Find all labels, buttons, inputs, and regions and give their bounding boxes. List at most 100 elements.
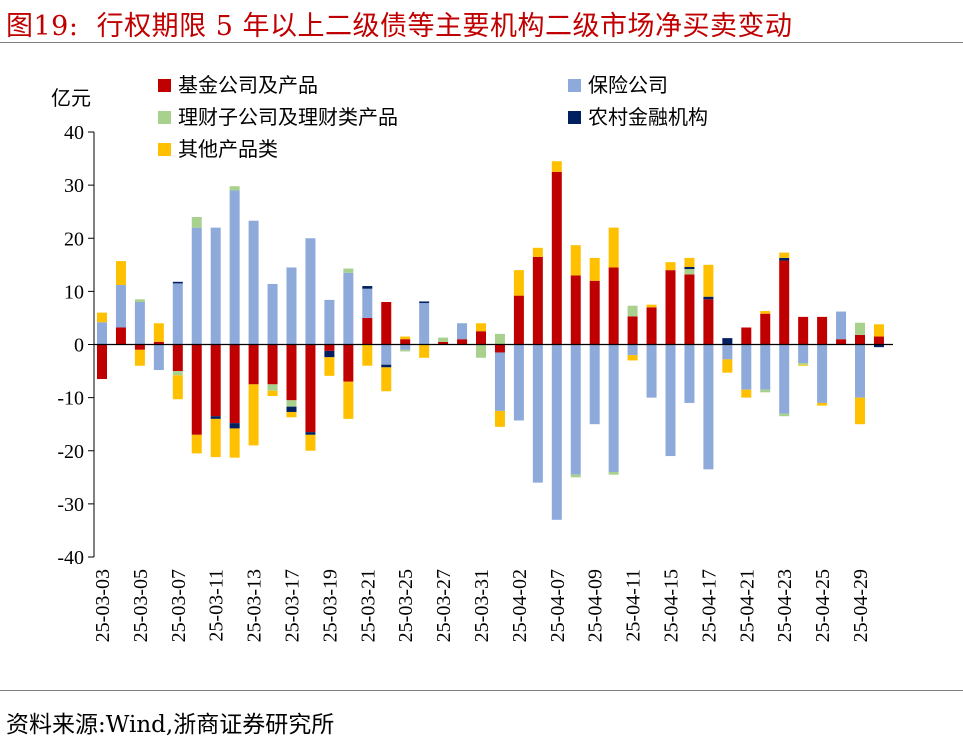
bar-segment [836,339,847,345]
y-tick-label: -40 [57,547,84,569]
bar-segment [248,220,259,345]
bar-segment [513,270,524,296]
bar-segment [381,344,392,365]
bar-segment [627,316,638,345]
bar-segment [627,355,638,361]
bar-segment [324,344,335,351]
bar-segment [684,274,695,345]
bar-segment [286,411,297,418]
bar-segment [115,327,126,345]
bar-segment [115,285,126,328]
x-tick-label: 25-03-07 [168,569,190,642]
y-tick-label: -10 [57,388,84,410]
bar-segment [608,344,619,472]
legend-label-3: 农村金融机构 [588,105,708,129]
bar-segment [97,322,107,345]
bar-segment [703,344,714,470]
x-tick-label: 25-03-13 [244,569,266,642]
bar-segment [646,307,657,345]
bar-segment [665,344,676,457]
bar-segment [570,275,581,345]
bar-segment [172,344,183,372]
bar-segment [172,375,183,400]
bar-segment [779,252,790,258]
bar-segment [532,247,543,257]
bar-segment [684,257,695,267]
legend-swatch-1 [568,79,581,92]
bar-segment [855,322,865,335]
bar-segment [476,323,486,332]
bar-segment [817,344,828,403]
bar-segment [836,311,847,340]
bar-segment [684,344,695,403]
bar-segment [646,344,657,398]
title-divider [0,42,963,43]
bar-segment [760,344,771,390]
bar-segment [760,313,771,345]
bar-segment [97,344,107,380]
bar-segment [191,227,202,345]
x-tick-label: 25-03-05 [130,569,152,642]
y-tick-label: -20 [57,441,84,463]
bar-segment [134,302,145,345]
bar-segment [229,344,240,424]
bar-segment [419,303,430,345]
bar-segment [513,295,524,345]
bar-segment [267,384,278,391]
bar-segment [191,344,202,435]
x-tick-label: 25-03-21 [357,569,379,642]
x-tick-label: 25-04-25 [812,569,834,642]
bar-segment [172,281,183,284]
bar-segment [286,267,297,345]
bar-segment [873,324,884,337]
bar-segment [608,267,619,345]
bar-segment [494,333,505,345]
bar-segment [229,186,240,191]
y-axis: 40 30 20 10 0 -10 -20 -30 -40 [57,122,95,569]
bar-segment [362,344,373,366]
bar-segment [476,344,486,358]
bar-segment [286,406,297,412]
bar-segment [305,432,316,435]
bar-segment [722,338,733,345]
bar-segment [873,344,884,348]
x-tick-label: 25-04-29 [850,569,872,642]
bar-segment [210,416,221,419]
bar-segment [760,389,771,393]
bar-segment [286,344,297,401]
bar-segment [551,171,562,345]
bar-segment [779,257,790,261]
figure-title-text: 行权期限 5 年以上二级债等主要机构二级市场净买卖变动 [96,11,793,42]
bar-segment [343,272,354,345]
bar-segment [400,344,411,350]
bar-segment [703,264,714,297]
bar-segment [210,227,221,345]
bar-segment [646,304,657,308]
figure-title: 图19: 行权期限 5 年以上二级债等主要机构二级市场净买卖变动 [6,4,792,43]
bar-segment [722,344,733,360]
x-tick-label: 25-03-19 [319,569,341,642]
x-tick-label: 25-04-21 [736,569,758,642]
bar-segment [798,363,809,365]
bar-segment [191,217,202,228]
bar-segment [513,344,524,421]
bar-segment [362,286,373,289]
bar-segment [381,302,392,345]
bar-segment [362,317,373,345]
bar-segment [779,260,790,345]
bar-segment [134,299,145,302]
bar-segment [324,357,335,376]
bar-segment [703,296,714,300]
bar-segment [400,349,411,352]
bar-segment [343,381,354,419]
bar-segment [703,299,714,345]
bar-segment [798,364,809,366]
legend-label-1: 保险公司 [588,73,668,97]
bar-segment [741,389,752,398]
bar-segment [419,301,430,304]
bar-segment [665,262,676,271]
bar-segment [684,266,695,270]
bar-segment [551,344,562,520]
